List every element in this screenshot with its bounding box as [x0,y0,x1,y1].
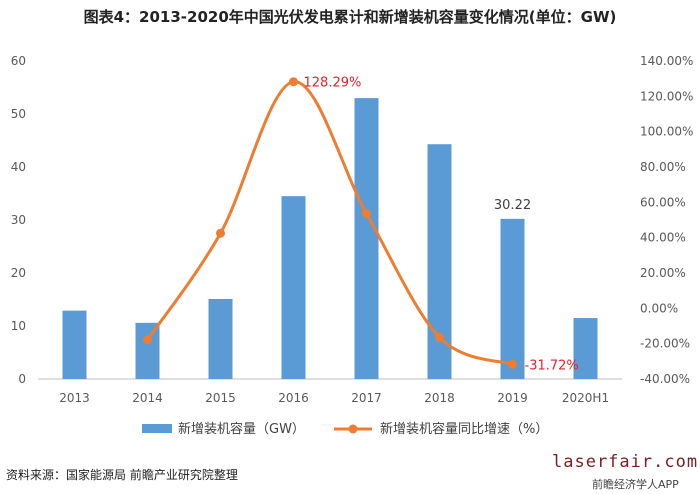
bar [135,322,160,379]
y-left-tick-label: 60 [11,54,26,68]
bar [208,298,233,379]
y-left-tick-label: 30 [11,213,26,227]
source-note: 资料来源：国家能源局 前瞻产业研究院整理 [6,468,238,482]
line-point [362,209,371,219]
bar-data-label: 30.22 [494,198,531,213]
line-point [289,77,298,87]
y-right-tick-label: 20.00% [640,266,686,280]
y-right-tick-label: -20.00% [640,337,690,351]
x-tick-label: 2016 [278,391,309,405]
bar [62,310,87,379]
y-left-tick-label: 0 [18,372,26,386]
y-right-tick-label: -40.00% [640,372,690,386]
legend-line-marker [348,424,358,434]
chart-title: 图表4：2013-2020年中国光伏发电累计和新增装机容量变化情况(单位：GW) [83,8,617,26]
watermark-app: 前瞻经济学人APP [592,478,679,491]
watermark-brand: laserfair.com [552,452,699,472]
y-right-tick-label: 40.00% [640,231,686,245]
legend-bar-label: 新增装机容量（GW） [178,421,305,437]
x-tick-label: 2017 [351,391,382,405]
min-label: -31.72% [525,358,579,373]
y-right-tick-label: 60.00% [640,195,686,209]
line-point [216,228,225,238]
bar [354,98,379,379]
y-left-tick-label: 50 [11,107,26,121]
y-right-tick-label: 120.00% [640,89,693,103]
y-right-tick-label: 140.00% [640,54,693,68]
growth-rate-line [146,80,514,366]
x-tick-label: 2018 [424,391,455,405]
peak-label: 128.29% [304,76,362,91]
line-point [143,335,152,345]
y-left-tick-label: 10 [11,319,26,333]
line-point [435,332,444,342]
line-point [508,359,517,369]
y-left-tick-label: 40 [11,160,26,174]
x-tick-label: 2013 [59,391,90,405]
x-tick-label: 2019 [497,391,528,405]
y-left-tick-label: 20 [11,266,26,280]
bar [500,218,525,379]
y-right-tick-label: 0.00% [640,301,678,315]
y-right-tick-label: 100.00% [640,125,693,139]
x-tick-label: 2014 [132,391,163,405]
bar [281,196,306,379]
legend-line-label: 新增装机容量同比增速（%） [380,421,548,437]
legend-bar-swatch [142,424,172,433]
x-tick-label: 2015 [205,391,236,405]
bar [573,318,598,379]
x-tick-label: 2020H1 [562,391,609,405]
y-right-tick-label: 80.00% [640,160,686,174]
